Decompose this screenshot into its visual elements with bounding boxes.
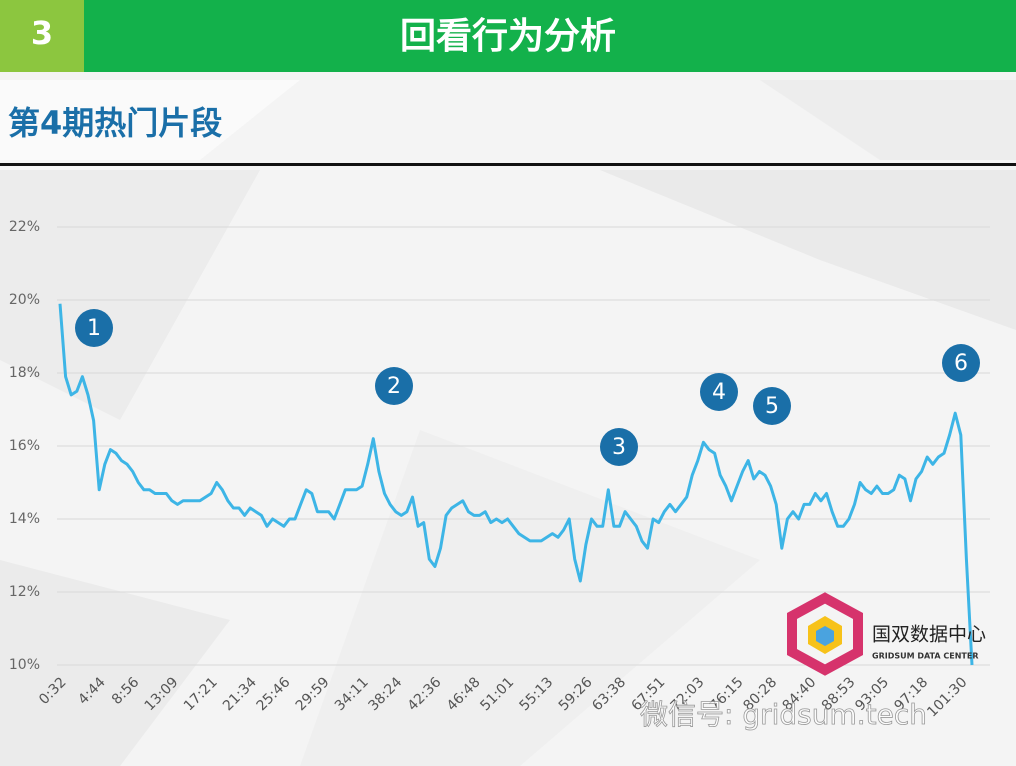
annotation-label: 3: [612, 435, 626, 460]
y-tick-label: 18%: [9, 365, 40, 381]
logo-name: 国双数据中心: [872, 624, 986, 646]
y-tick-label: 12%: [9, 584, 40, 600]
x-tick-label: 101:30: [924, 674, 970, 720]
annotation-badge: [753, 387, 791, 425]
data-line: [58, 303, 974, 666]
x-tick-label: 21:34: [220, 674, 260, 714]
annotation-label: 2: [387, 374, 401, 399]
annotation-badge: [375, 367, 413, 405]
logo: 国双数据中心 GRIDSUM DATA CENTER: [787, 592, 986, 676]
watermark: 微信号: gridsum.tech: [640, 698, 927, 731]
logo-tagline: GRIDSUM DATA CENTER: [872, 652, 978, 661]
header-title: 回看行为分析: [400, 16, 616, 57]
y-tick-label: 16%: [9, 438, 40, 454]
y-tick-label: 20%: [9, 292, 40, 308]
y-tick-label: 10%: [9, 657, 40, 673]
annotation-label: 4: [712, 380, 726, 405]
y-tick-label: 14%: [9, 511, 40, 527]
header-number-box: [0, 0, 84, 72]
annotation-badge: [942, 344, 980, 382]
x-tick-label: 17:21: [181, 674, 221, 714]
annotation-label: 5: [765, 394, 779, 419]
subtitle: 第4期热门片段: [8, 104, 222, 142]
background: [0, 80, 1016, 766]
x-tick-label: 25:46: [254, 674, 294, 714]
y-tick-label: 22%: [9, 219, 40, 235]
annotation-badge: [700, 373, 738, 411]
annotation-badge: [600, 428, 638, 466]
divider: [0, 163, 1016, 166]
header-bar: [0, 0, 1016, 72]
annotation-label: 6: [954, 351, 968, 376]
annotation-badge: [75, 309, 113, 347]
annotation-label: 1: [87, 316, 101, 341]
header-number: 3: [31, 14, 53, 52]
